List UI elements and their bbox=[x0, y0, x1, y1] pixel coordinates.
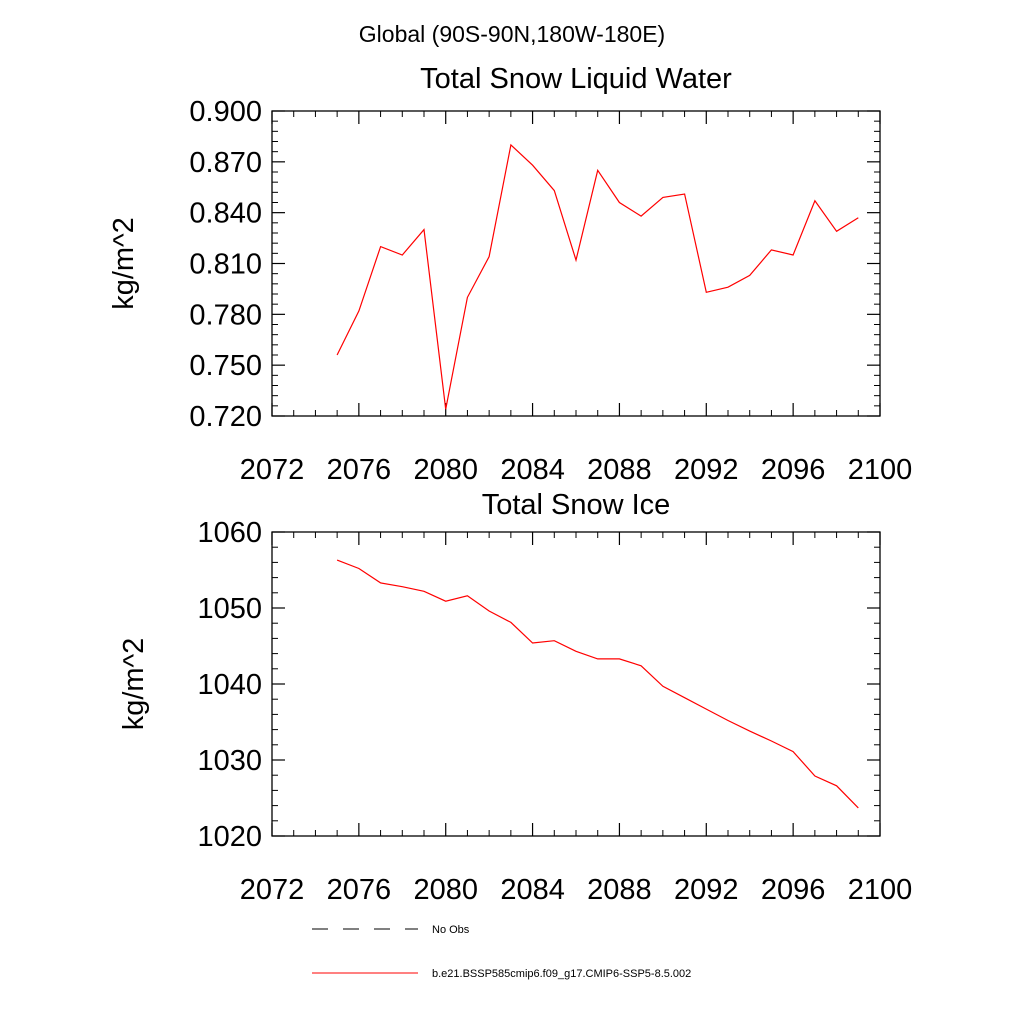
x-tick-label: 2080 bbox=[413, 454, 478, 486]
x-tick-label: 2084 bbox=[500, 454, 565, 486]
y-axis-label: kg/m^2 bbox=[118, 638, 150, 731]
y-axis-label: kg/m^2 bbox=[108, 217, 140, 310]
x-tick-label: 2080 bbox=[413, 874, 478, 906]
x-tick-label: 2100 bbox=[848, 874, 913, 906]
y-tick-label: 0.870 bbox=[189, 147, 262, 179]
y-tick-label: 1040 bbox=[197, 669, 262, 701]
plot-frame bbox=[271, 110, 881, 417]
x-tick-label: 2088 bbox=[587, 454, 652, 486]
y-tick-label: 0.900 bbox=[189, 96, 262, 128]
plot-frame bbox=[271, 531, 881, 837]
x-tick-label: 2100 bbox=[848, 454, 913, 486]
x-tick-label: 2088 bbox=[587, 874, 652, 906]
y-tick-label: 0.720 bbox=[189, 401, 262, 433]
chart-title: Total Snow Liquid Water bbox=[420, 63, 732, 95]
y-tick-label: 0.810 bbox=[189, 249, 262, 281]
x-tick-label: 2096 bbox=[761, 874, 826, 906]
legend-model-label: b.e21.BSSP585cmip6.f09_g17.CMIP6-SSP5-8.… bbox=[432, 968, 691, 980]
plot-snow-ice: Total Snow Ice 2072 2076 2080 2084 2088 2092 20… bbox=[118, 489, 912, 906]
y-tick-label: 1020 bbox=[197, 821, 262, 853]
y-tick-label: 1050 bbox=[197, 593, 262, 625]
figure-title: Global (90S-90N,180W-180E) bbox=[359, 21, 665, 47]
y-tick-label: 1060 bbox=[197, 517, 262, 549]
legend-no-obs-label: No Obs bbox=[432, 924, 470, 936]
plot-snow-liquid-water: Total Snow Liquid Water 2072 2076 2080 2084 2… bbox=[108, 63, 912, 486]
x-tick-label: 2092 bbox=[674, 454, 739, 486]
x-tick-label: 2096 bbox=[761, 454, 826, 486]
legend: No Obs b.e21.BSSP585cmip6.f09_g17.CMIP6-… bbox=[312, 924, 691, 980]
x-tick-label: 2072 bbox=[240, 454, 305, 486]
chart-title: Total Snow Ice bbox=[482, 489, 671, 521]
x-tick-label: 2092 bbox=[674, 874, 739, 906]
y-tick-label: 0.750 bbox=[189, 350, 262, 382]
y-tick-label: 0.780 bbox=[189, 299, 262, 331]
x-tick-label: 2072 bbox=[240, 874, 305, 906]
series-line bbox=[336, 559, 859, 809]
x-tick-label: 2076 bbox=[327, 454, 392, 486]
y-tick-label: 1030 bbox=[197, 745, 262, 777]
x-tick-label: 2084 bbox=[500, 874, 565, 906]
y-tick-label: 0.840 bbox=[189, 198, 262, 230]
series-line bbox=[336, 143, 859, 410]
x-tick-label: 2076 bbox=[327, 874, 392, 906]
